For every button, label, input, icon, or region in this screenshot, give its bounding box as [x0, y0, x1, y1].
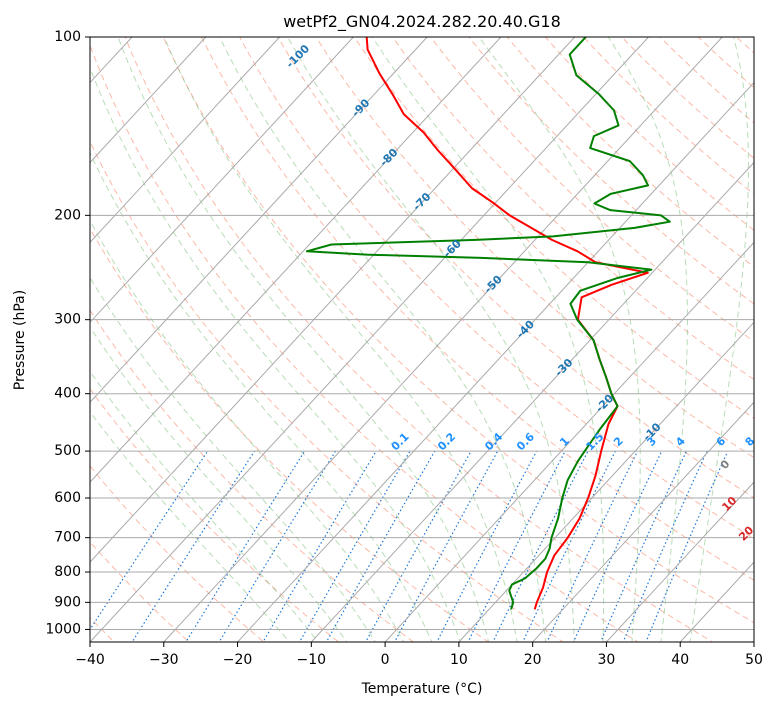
- mixing-ratio-line: [325, 450, 436, 642]
- moist-adiabat-line: [117, 37, 490, 642]
- mixing-ratio-line: [90, 450, 209, 631]
- isotherm-line: [237, 81, 754, 642]
- x-tick-label: −10: [297, 652, 327, 668]
- y-tick-label: 100: [54, 29, 81, 45]
- moist-adiabat-line: [607, 37, 688, 642]
- isotherm-line: [532, 401, 754, 642]
- isotherm-line: [458, 321, 754, 642]
- dry-adiabat-line: [468, 37, 754, 305]
- x-axis-label: Temperature (°C): [361, 681, 483, 697]
- mixing-ratio-line: [492, 450, 589, 642]
- moist-adiabat-line: [90, 370, 319, 642]
- x-tick-label: 20: [524, 652, 542, 668]
- moist-adiabat-line: [287, 37, 575, 642]
- x-tick-label: 40: [671, 652, 689, 668]
- isotherm-line: [606, 481, 754, 642]
- y-axis-ticks: 1000 900 800 700 600 500 400 300 200 100: [45, 29, 90, 637]
- temperature-profile: [365, 37, 649, 610]
- x-tick-label: −40: [75, 652, 105, 668]
- y-tick-label: 300: [54, 312, 81, 328]
- dry-adiabat-line: [124, 37, 714, 642]
- mixing-ratio-line: [467, 450, 566, 642]
- x-tick-label: 10: [450, 652, 468, 668]
- dry-adiabat-line: [506, 37, 754, 268]
- dry-adiabat-line: [239, 37, 754, 540]
- moist-adiabat-line: [90, 276, 376, 642]
- isotherm-line: [310, 161, 754, 642]
- mixing-ratio-line: [645, 450, 729, 642]
- mixing-ratio-line: [262, 450, 377, 642]
- moist-adiabat-line: [90, 65, 461, 642]
- y-tick-label: 800: [54, 564, 81, 580]
- y-axis-label: Pressure (hPa): [12, 290, 28, 390]
- isotherm-line: [90, 37, 576, 563]
- isotherm-line: [90, 37, 280, 244]
- y-tick-label: 200: [54, 207, 81, 223]
- moist-adiabat-line: [371, 37, 605, 642]
- mixing-ratio-line: [546, 450, 639, 642]
- dry-adiabat-line: [90, 140, 564, 642]
- isotherm-line: [90, 37, 502, 483]
- dry-adiabat-line: [353, 37, 754, 419]
- plot-frame: [89, 36, 755, 643]
- chart-title: wetPf2_GN04.2024.282.20.40.G18: [283, 12, 561, 32]
- mixing-ratio-line: [131, 450, 256, 642]
- dry-adiabat-line: [200, 37, 754, 581]
- mixing-ratio-line: [522, 450, 616, 642]
- y-tick-label: 500: [54, 443, 81, 459]
- dry-adiabat-line: [621, 37, 754, 159]
- mixing-ratio-line: [599, 450, 688, 642]
- x-tick-label: −20: [223, 652, 253, 668]
- isotherm-line: [163, 37, 723, 642]
- x-tick-label: 50: [745, 652, 763, 668]
- dry-adiabat-line: [315, 37, 754, 459]
- dry-adiabat-line: [582, 37, 754, 195]
- isotherm-line: [90, 37, 207, 164]
- x-axis-ticks: −40 −30 −20 −10 0 10 20 30 40 50: [75, 642, 763, 668]
- dry-adiabat-line: [430, 37, 754, 343]
- mixing-ratio-line: [298, 450, 411, 642]
- mixing-ratio-label: 8: [743, 434, 758, 449]
- dry-adiabat-line: [544, 37, 754, 231]
- moist-adiabat-line: [219, 37, 547, 642]
- dry-adiabat-line: [659, 37, 754, 124]
- dewpoint-profile: [305, 37, 671, 610]
- isotherm-line: [384, 241, 754, 642]
- mixing-ratio-line: [572, 450, 663, 642]
- isotherms: [90, 37, 754, 642]
- dry-adiabat-line: [90, 388, 340, 642]
- dry-adiabat-line: [277, 37, 754, 499]
- mixing-ratio-line: [622, 450, 708, 642]
- mixing-ratio-line: [365, 450, 472, 642]
- isotherm-line: [90, 37, 354, 324]
- mixing-ratio-lines: [90, 450, 729, 642]
- moist-adiabat-line: [689, 37, 749, 642]
- moist-adiabat-line: [90, 410, 291, 642]
- sounding-profiles: [305, 37, 671, 610]
- isobars: [90, 37, 754, 630]
- y-tick-label: 400: [54, 386, 81, 402]
- dry-adiabat-line: [90, 44, 639, 642]
- isotherm-line: [90, 37, 428, 403]
- dry-adiabat-line: [90, 309, 415, 642]
- y-tick-label: 900: [54, 594, 81, 610]
- y-tick-label: 1000: [45, 621, 81, 637]
- isotherm-line: [90, 37, 649, 642]
- x-tick-label: 0: [381, 652, 390, 668]
- x-tick-label: 30: [598, 652, 616, 668]
- dry-adiabat-line: [90, 541, 190, 642]
- x-tick-label: −30: [149, 652, 179, 668]
- y-tick-label: 700: [54, 530, 81, 546]
- y-tick-label: 600: [54, 490, 81, 506]
